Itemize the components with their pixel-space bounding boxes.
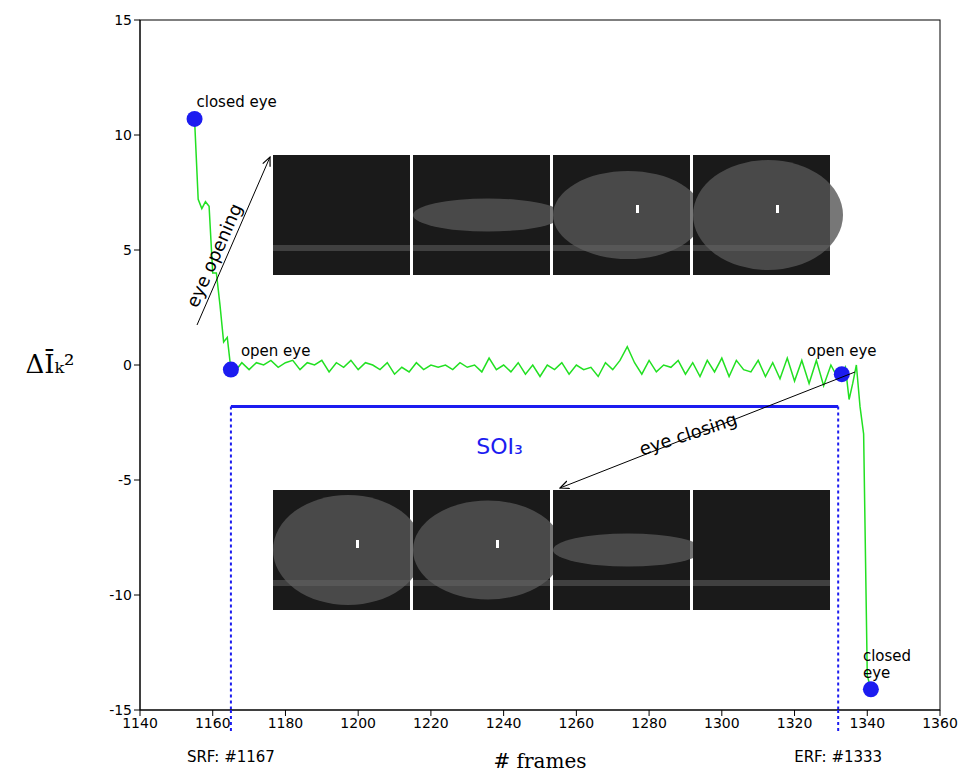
svg-text:1340: 1340	[849, 715, 885, 731]
svg-text:1280: 1280	[631, 715, 667, 731]
svg-text:1240: 1240	[486, 715, 522, 731]
svg-text:ERF: #1333: ERF: #1333	[794, 748, 882, 766]
svg-text:15: 15	[114, 12, 132, 28]
svg-text:1160: 1160	[195, 715, 231, 731]
svg-text:1180: 1180	[268, 715, 304, 731]
svg-text:open eye: open eye	[807, 342, 877, 360]
svg-text:1320: 1320	[777, 715, 813, 731]
svg-text:10: 10	[114, 127, 132, 143]
svg-text:closedeye: closedeye	[863, 647, 911, 682]
svg-text:1220: 1220	[413, 715, 449, 731]
svg-text:1360: 1360	[922, 715, 958, 731]
svg-text:eye closing: eye closing	[636, 408, 739, 459]
svg-text:1200: 1200	[340, 715, 376, 731]
svg-text:1300: 1300	[704, 715, 740, 731]
svg-text:0: 0	[123, 357, 132, 373]
svg-text:-10: -10	[109, 587, 132, 603]
svg-text:# frames: # frames	[493, 749, 586, 773]
svg-text:ΔĪₖ²: ΔĪₖ²	[26, 349, 75, 379]
svg-text:-15: -15	[109, 702, 132, 718]
svg-text:5: 5	[123, 242, 132, 258]
svg-text:SOI₃: SOI₃	[476, 434, 523, 459]
svg-text:SRF: #1167: SRF: #1167	[187, 748, 275, 766]
svg-text:-5: -5	[118, 472, 132, 488]
svg-text:open eye: open eye	[241, 342, 311, 360]
svg-text:closed eye: closed eye	[197, 93, 277, 111]
svg-text:1140: 1140	[122, 714, 158, 731]
svg-text:1260: 1260	[559, 715, 595, 731]
svg-text:eye opening: eye opening	[182, 200, 246, 310]
